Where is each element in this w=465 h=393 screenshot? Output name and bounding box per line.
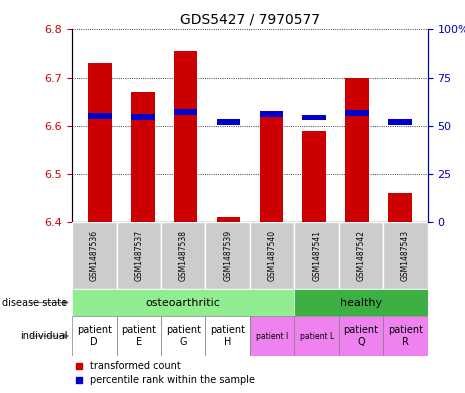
Text: patient L: patient L [299, 332, 334, 340]
Text: healthy: healthy [340, 298, 382, 308]
Bar [72, 289, 294, 316]
Bar [72, 316, 117, 356]
Bar [302, 115, 326, 121]
Bar [294, 289, 428, 316]
Bar [383, 222, 428, 289]
Bar [339, 316, 383, 356]
Text: GSM1487540: GSM1487540 [268, 230, 277, 281]
Bar [345, 78, 369, 222]
Bar [131, 114, 155, 119]
Text: patient I: patient I [256, 332, 288, 340]
Bar [250, 316, 294, 356]
Bar [345, 110, 369, 116]
Bar [259, 111, 283, 222]
Bar [206, 316, 250, 356]
Text: patient
R: patient R [388, 325, 423, 347]
Text: patient
G: patient G [166, 325, 201, 347]
Bar [259, 111, 283, 117]
Bar [388, 119, 412, 125]
Text: patient
D: patient D [77, 325, 112, 347]
Text: disease state: disease state [2, 298, 67, 308]
Bar [294, 222, 339, 289]
Bar [217, 119, 240, 125]
Bar [117, 316, 161, 356]
Bar [294, 316, 339, 356]
Bar [388, 193, 412, 222]
Bar [174, 51, 198, 222]
Text: patient
Q: patient Q [344, 325, 379, 347]
Bar [88, 113, 112, 119]
Bar [131, 92, 155, 222]
Text: GSM1487541: GSM1487541 [312, 230, 321, 281]
Title: GDS5427 / 7970577: GDS5427 / 7970577 [180, 13, 320, 27]
Text: osteoarthritic: osteoarthritic [146, 298, 221, 308]
Text: percentile rank within the sample: percentile rank within the sample [90, 375, 255, 385]
Bar [339, 222, 383, 289]
Text: GSM1487542: GSM1487542 [357, 230, 365, 281]
Bar [161, 316, 206, 356]
Text: GSM1487538: GSM1487538 [179, 230, 188, 281]
Text: individual: individual [20, 331, 67, 341]
Bar [250, 222, 294, 289]
Bar [206, 222, 250, 289]
Text: transformed count: transformed count [90, 362, 180, 371]
Text: patient
E: patient E [121, 325, 156, 347]
Text: GSM1487536: GSM1487536 [90, 230, 99, 281]
Text: GSM1487537: GSM1487537 [134, 230, 143, 281]
Bar [174, 109, 198, 115]
Bar [383, 316, 428, 356]
Bar [302, 130, 326, 222]
Bar [88, 63, 112, 222]
Text: GSM1487539: GSM1487539 [223, 230, 232, 281]
Text: GSM1487543: GSM1487543 [401, 230, 410, 281]
Bar [72, 222, 117, 289]
Bar [161, 222, 206, 289]
Bar [117, 222, 161, 289]
Bar [217, 217, 240, 222]
Text: patient
H: patient H [210, 325, 245, 347]
